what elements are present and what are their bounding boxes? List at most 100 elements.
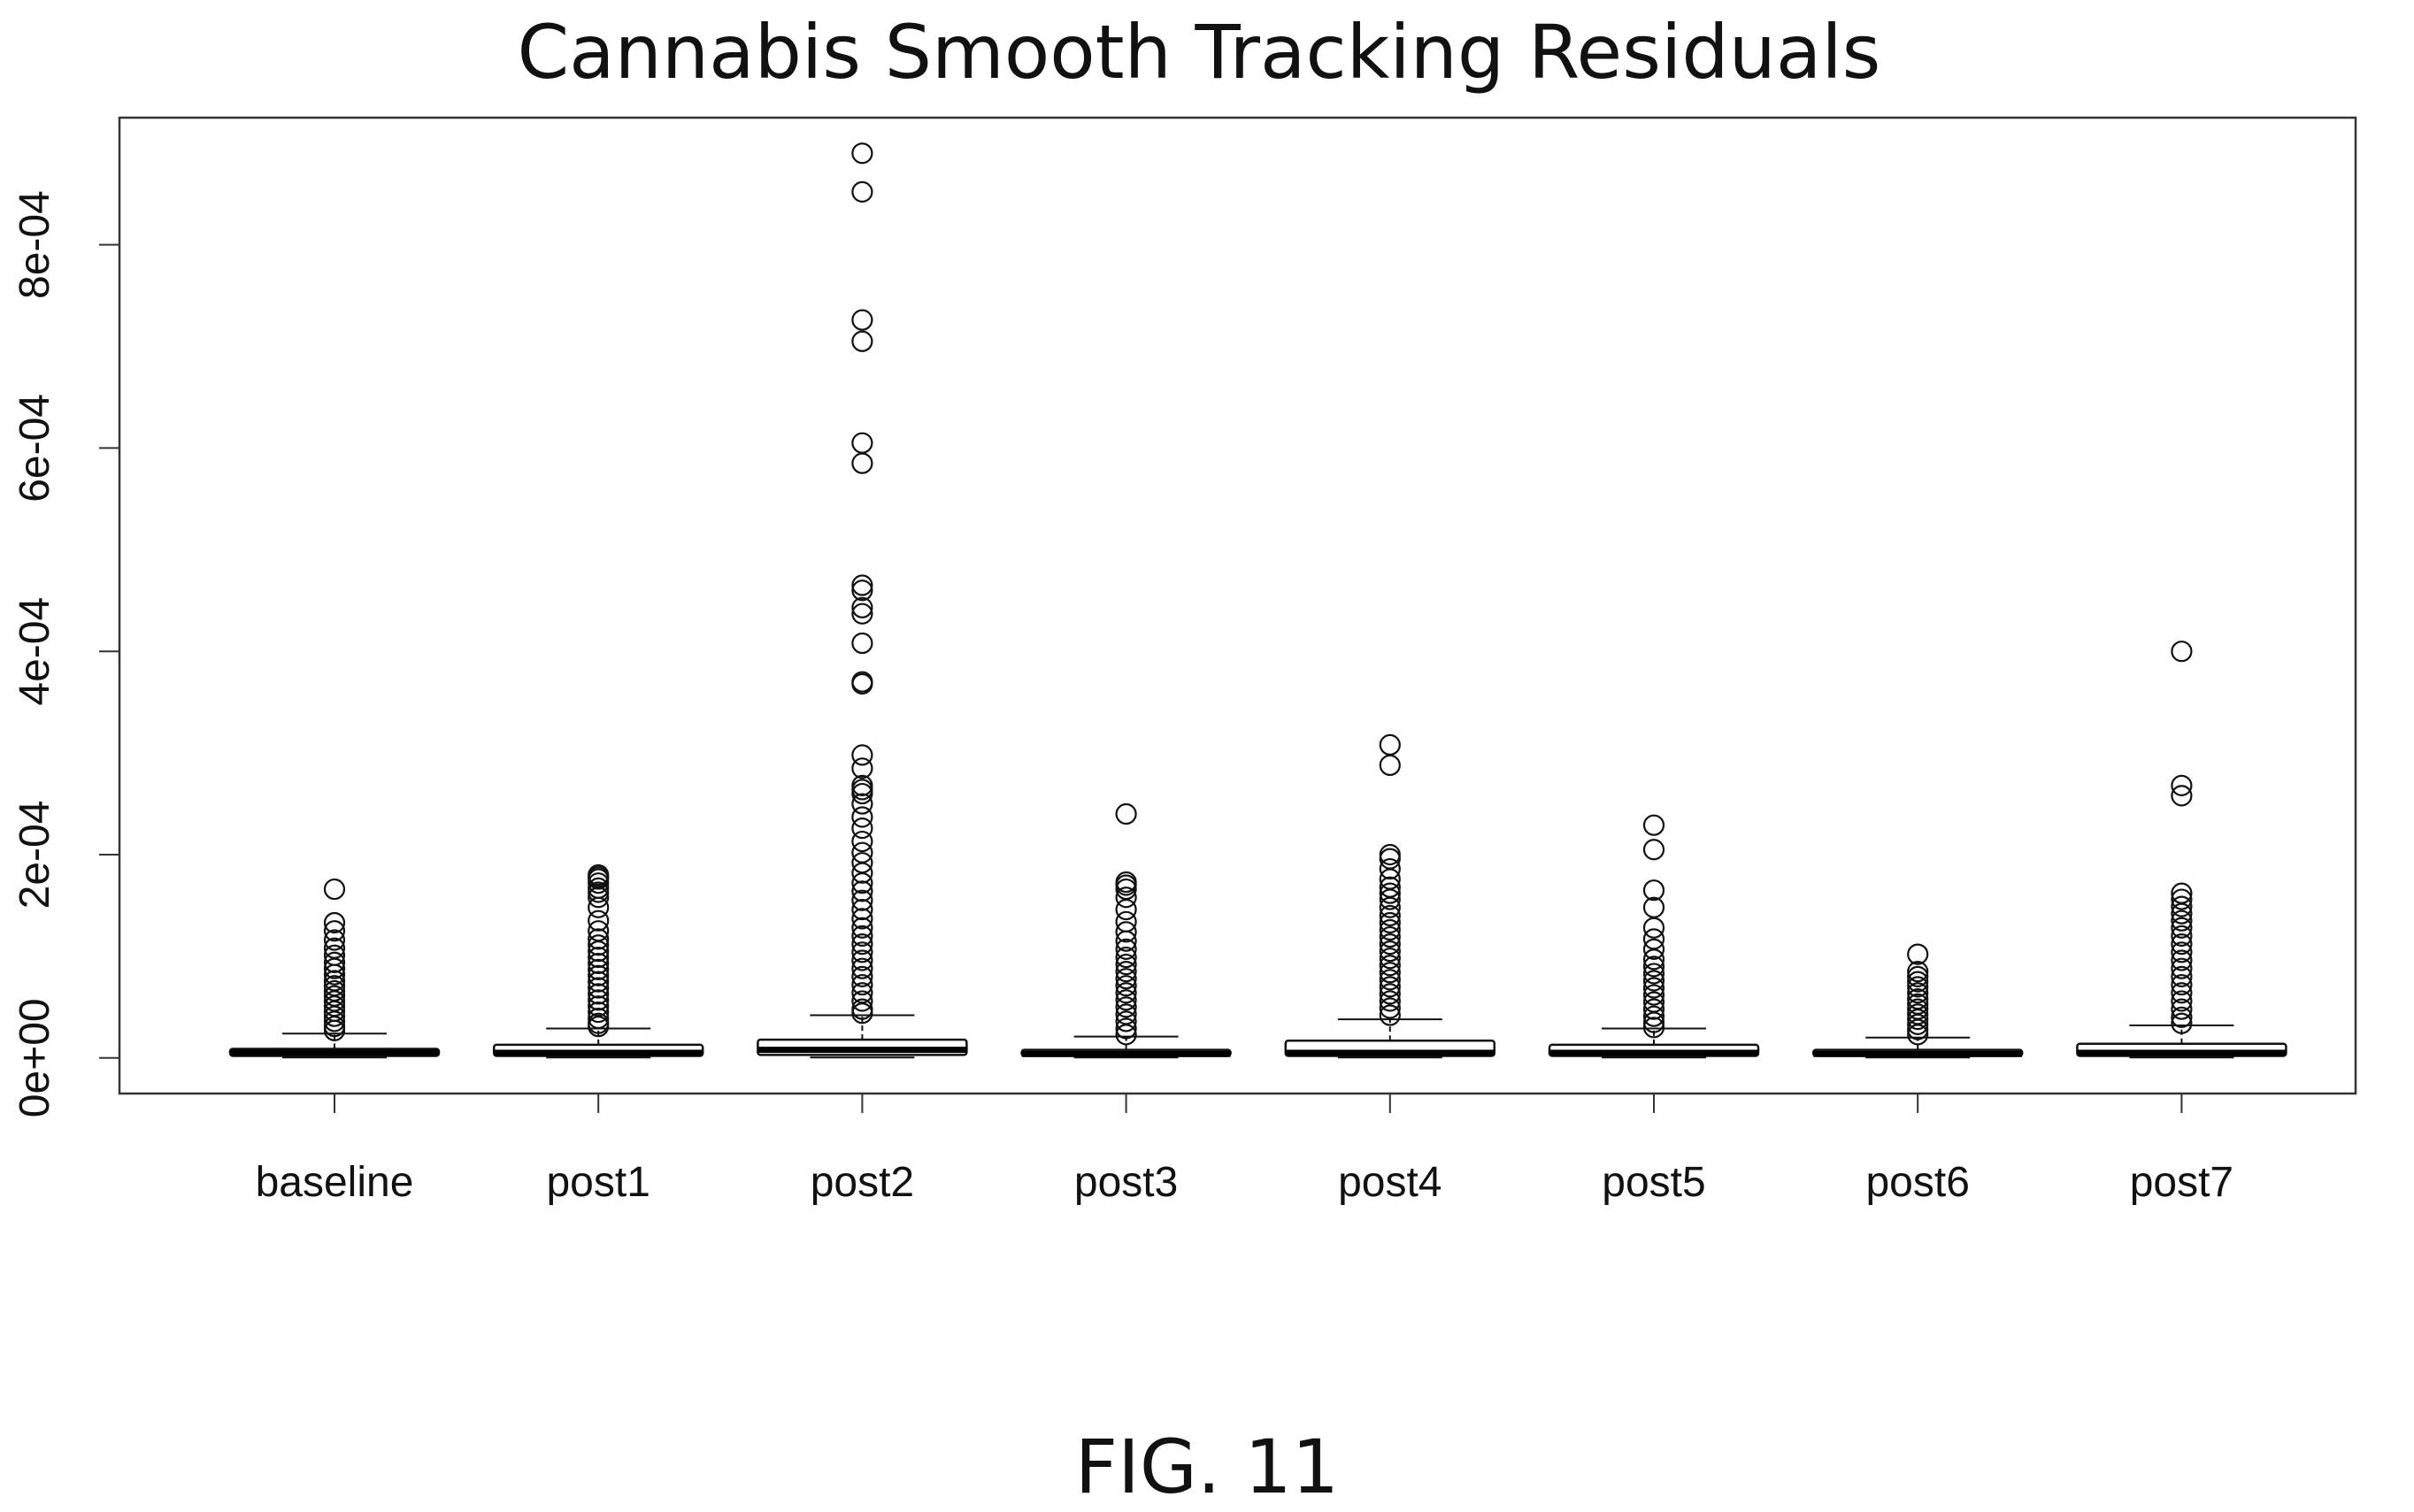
outlier-point	[2171, 965, 2193, 987]
x-tick-label-post7: post7	[2130, 1159, 2233, 1206]
outlier-point	[1379, 733, 1401, 756]
outlier-point	[588, 872, 610, 894]
outlier-point	[1115, 1017, 1137, 1040]
outlier-point	[851, 965, 873, 987]
outlier-point	[1379, 911, 1401, 934]
box-group-post6	[1811, 943, 2024, 1059]
outlier-point	[588, 977, 610, 999]
y-tick-label: 4e-04	[12, 597, 58, 706]
outlier-point	[851, 933, 873, 956]
outlier-point	[1379, 918, 1401, 941]
outlier-point	[851, 309, 873, 331]
x-tick-label-post1: post1	[546, 1159, 650, 1206]
x-tick-label-post3: post3	[1074, 1159, 1178, 1206]
outlier-point	[851, 880, 873, 902]
outlier-point	[588, 886, 610, 909]
outlier-point	[851, 579, 873, 602]
outlier-point	[1642, 917, 1665, 939]
outlier-point	[1642, 879, 1665, 902]
outlier-point	[1642, 1011, 1665, 1033]
outlier-point	[2171, 1006, 2193, 1028]
outlier-point	[851, 917, 873, 939]
outlier-point	[851, 330, 873, 352]
outlier-point	[1115, 921, 1137, 943]
outlier-point	[851, 957, 873, 979]
x-tick-label-post4: post4	[1338, 1159, 1441, 1206]
outlier-point	[588, 958, 610, 980]
outlier-point	[2171, 641, 2193, 663]
outlier-point	[1379, 969, 1401, 991]
outlier-point	[1642, 1017, 1665, 1039]
outlier-point	[1907, 1009, 1929, 1031]
x-tick-label-baseline: baseline	[256, 1159, 414, 1206]
y-tick-label: 8e-04	[12, 190, 58, 299]
outlier-point	[2171, 917, 2193, 939]
y-tick-label: 2e-04	[12, 801, 58, 910]
box-group-post2	[757, 142, 968, 1059]
outlier-point	[2171, 949, 2193, 971]
outlier-point	[1115, 989, 1137, 1011]
outlier-point	[851, 830, 873, 853]
outlier-point	[1115, 968, 1137, 990]
outlier-point	[851, 941, 873, 963]
outlier-point	[323, 1019, 346, 1041]
outlier-point	[851, 180, 873, 203]
box-group-post5	[1548, 814, 1760, 1059]
outlier-point	[323, 951, 346, 973]
outlier-point	[1115, 996, 1137, 1018]
outlier-point	[588, 971, 610, 993]
outlier-point	[1379, 882, 1401, 904]
outlier-point	[1907, 982, 1929, 1004]
outlier-point	[851, 862, 873, 884]
outlier-point	[1379, 888, 1401, 910]
outlier-point	[851, 632, 873, 655]
outlier-point	[851, 574, 873, 596]
outlier-point	[1642, 998, 1665, 1020]
outlier-point	[851, 1002, 873, 1025]
outlier-point	[323, 878, 346, 901]
outlier-point	[1642, 984, 1665, 1006]
outlier-point	[2171, 925, 2193, 948]
box-group-post7	[2076, 641, 2287, 1059]
box-group-post3	[1020, 802, 1232, 1059]
outlier-point	[1907, 971, 1929, 993]
outlier-point	[1642, 938, 1665, 960]
outlier-point	[1115, 946, 1137, 969]
outlier-point	[1115, 938, 1137, 960]
outlier-point	[1379, 948, 1401, 970]
outlier-point	[851, 793, 873, 815]
figure-caption: FIG. 11	[1075, 1424, 1339, 1510]
outlier-point	[2171, 933, 2193, 956]
outlier-point	[2171, 1012, 2193, 1034]
outlier-point	[588, 952, 610, 975]
outlier-point	[1115, 961, 1137, 983]
outlier-point	[2171, 774, 2193, 796]
outlier-point	[1642, 956, 1665, 978]
outlier-point	[1115, 898, 1137, 921]
outlier-point	[323, 963, 346, 986]
outlier-point	[1907, 961, 1929, 983]
outlier-point	[1907, 965, 1929, 987]
outlier-point	[1115, 886, 1137, 909]
outlier-point	[588, 946, 610, 969]
outlier-point	[1379, 997, 1401, 1019]
x-tick-label-post5: post5	[1602, 1159, 1705, 1206]
outlier-point	[1115, 953, 1137, 976]
outlier-point	[1642, 814, 1665, 836]
outlier-point	[588, 934, 610, 956]
outlier-point	[2171, 982, 2193, 1004]
outlier-point	[1115, 802, 1137, 825]
outlier-point	[588, 1001, 610, 1024]
outlier-point	[851, 452, 873, 474]
outlier-point	[851, 782, 873, 805]
outlier-point	[1907, 976, 1929, 998]
y-tick-label: 0e+00	[12, 998, 58, 1117]
outlier-point	[588, 940, 610, 963]
outlier-point	[588, 896, 610, 918]
outlier-point	[588, 983, 610, 1005]
outlier-point	[851, 973, 873, 996]
outlier-point	[1115, 1010, 1137, 1032]
outlier-point	[323, 957, 346, 979]
outlier-point	[2171, 941, 2193, 963]
outlier-point	[1379, 962, 1401, 984]
